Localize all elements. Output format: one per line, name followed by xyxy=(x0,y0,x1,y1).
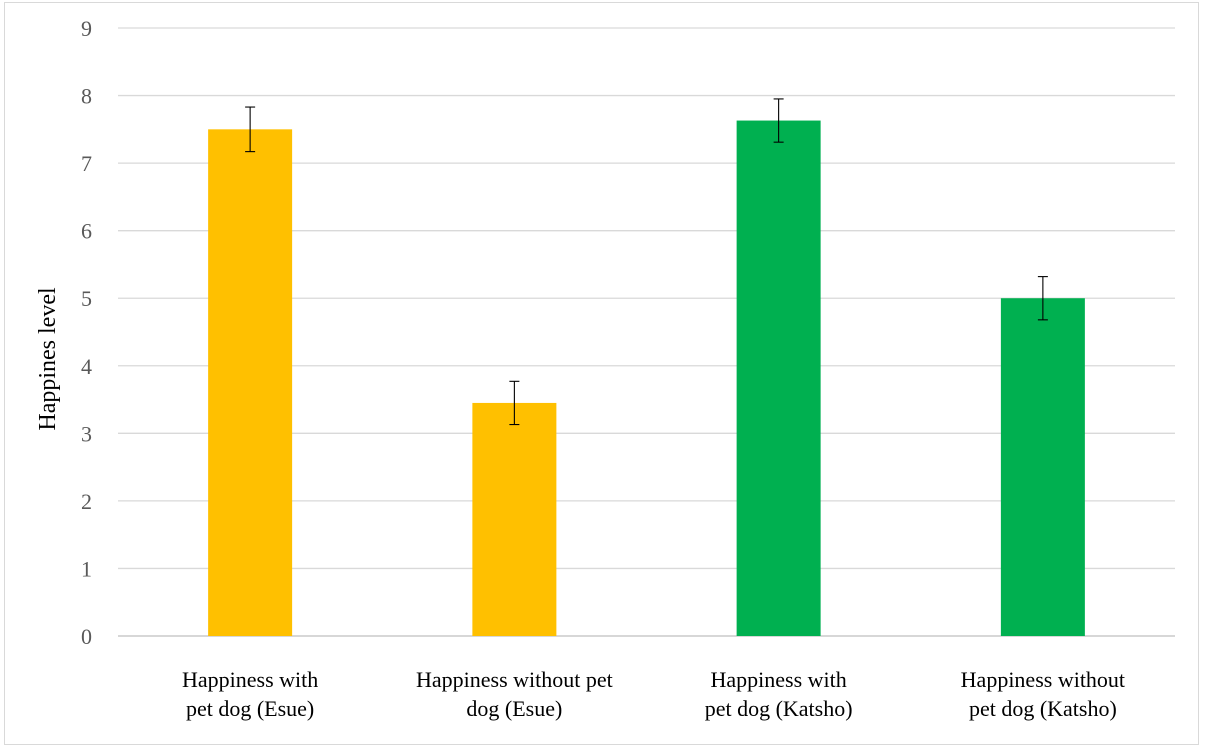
bar-3 xyxy=(736,120,821,637)
x-tick-label-3: Happiness with pet dog (Katsho) xyxy=(705,667,853,721)
y-tick-label-8: 8 xyxy=(81,84,92,109)
y-tick-label-2: 2 xyxy=(81,489,92,514)
x-tick-labels: Happiness with pet dog (Esue)Happiness wi… xyxy=(182,667,1125,721)
bar-2 xyxy=(472,402,557,636)
y-tick-label-3: 3 xyxy=(81,421,92,446)
y-tick-label-4: 4 xyxy=(81,354,92,379)
chart-frame xyxy=(4,2,1199,745)
x-tick-label-3-line-2: pet dog (Katsho) xyxy=(705,696,853,721)
x-tick-label-4: Happiness without pet dog (Katsho) xyxy=(961,667,1125,721)
bars xyxy=(208,120,1085,637)
y-tick-label-1: 1 xyxy=(81,556,92,581)
x-tick-label-3-line-1: Happiness with xyxy=(710,667,846,692)
y-tick-label-0: 0 xyxy=(81,624,92,649)
y-tick-label-9: 9 xyxy=(81,16,92,41)
x-tick-label-2-line-1: Happiness without pet xyxy=(416,667,613,692)
x-tick-label-4-line-1: Happiness without xyxy=(961,667,1125,692)
y-tick-label-5: 5 xyxy=(81,286,92,311)
y-tick-label-6: 6 xyxy=(81,219,92,244)
y-tick-labels: 0 1 2 3 4 5 6 7 8 9 xyxy=(81,16,92,649)
x-tick-label-1-line-2: pet dog (Esue) xyxy=(186,696,314,721)
bar-4 xyxy=(1000,298,1085,636)
bar-1 xyxy=(208,129,293,637)
gridlines xyxy=(118,27,1175,637)
x-tick-label-2-line-2: dog (Esue) xyxy=(466,696,562,721)
x-tick-label-2: Happiness without pet dog (Esue) xyxy=(416,667,613,721)
error-bars xyxy=(245,98,1048,426)
x-tick-label-4-line-2: pet dog (Katsho) xyxy=(969,696,1117,721)
y-tick-label-7: 7 xyxy=(81,151,92,176)
y-axis-label: Happines level xyxy=(35,287,61,431)
x-tick-label-1-line-1: Happiness with xyxy=(182,667,318,692)
x-tick-label-1: Happiness with pet dog (Esue) xyxy=(182,667,318,721)
